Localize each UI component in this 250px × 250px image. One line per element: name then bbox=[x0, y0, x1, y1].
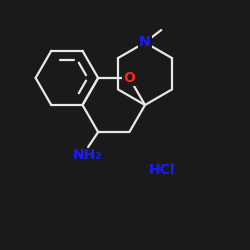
Text: N: N bbox=[139, 36, 151, 50]
Text: O: O bbox=[124, 71, 135, 85]
Text: NH₂: NH₂ bbox=[72, 148, 102, 162]
Text: HCl: HCl bbox=[149, 163, 176, 177]
